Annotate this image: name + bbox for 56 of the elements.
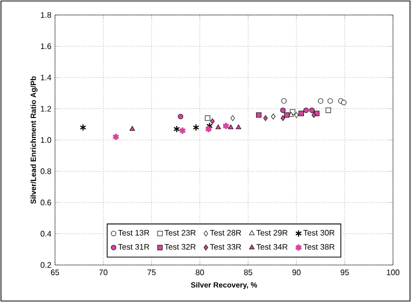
legend-label: Test 23R (164, 230, 196, 236)
point (80, 124, 86, 132)
point (216, 124, 221, 130)
point (204, 115, 210, 121)
point (328, 98, 333, 104)
point (130, 126, 135, 131)
x-tick-label: 100 (386, 270, 400, 276)
point (230, 115, 235, 121)
y-tick-label: 1.4 (40, 74, 52, 80)
y-tick-label: 0.4 (40, 230, 52, 237)
point (312, 112, 316, 118)
y-tick-label: 1.8 (40, 12, 52, 18)
x-tick-label: 75 (148, 270, 156, 276)
y-tick-label: 0.2 (40, 262, 52, 268)
point (303, 108, 309, 113)
point (112, 132, 120, 141)
point (236, 124, 242, 130)
point (178, 126, 186, 135)
legend-label: Test 29R (256, 230, 288, 236)
x-tick-label: 65 (50, 270, 60, 276)
point (318, 98, 324, 104)
point (309, 108, 315, 113)
y-tick-label: 0.6 (40, 200, 52, 206)
point (280, 108, 286, 113)
legend-label: Test 13R (118, 230, 150, 236)
y-tick-label: 1.6 (40, 43, 52, 50)
point (281, 98, 287, 104)
x-tick-label: 70 (99, 270, 108, 276)
point (178, 114, 184, 120)
y-tick-label: 0.8 (40, 168, 52, 174)
point (280, 115, 286, 121)
point (256, 112, 262, 118)
legend-label: Test 31R (118, 244, 150, 250)
point (326, 108, 331, 113)
point (294, 112, 299, 118)
point (341, 100, 346, 106)
legend-label: Test 34R (256, 244, 288, 250)
point (228, 124, 234, 130)
point (192, 124, 200, 132)
point (284, 112, 290, 118)
y-tick-label: 1.0 (40, 137, 52, 143)
legend-label: Test 32R (164, 244, 196, 250)
x-tick-label: 95 (340, 270, 349, 276)
point (263, 115, 268, 121)
legend-label: Test 33R (210, 244, 242, 250)
point (173, 125, 180, 133)
legend-label: Test 28R (210, 230, 242, 236)
point (271, 114, 276, 120)
x-tick-label: 85 (244, 270, 252, 276)
point (210, 118, 215, 124)
x-tick-label: 80 (196, 270, 204, 276)
legend-label: Test 30R (303, 230, 334, 236)
point (298, 110, 304, 116)
legend-label: Test 38R (303, 244, 334, 250)
y-tick-label: 1.2 (40, 106, 52, 112)
x-tick-label: 90 (292, 270, 301, 276)
